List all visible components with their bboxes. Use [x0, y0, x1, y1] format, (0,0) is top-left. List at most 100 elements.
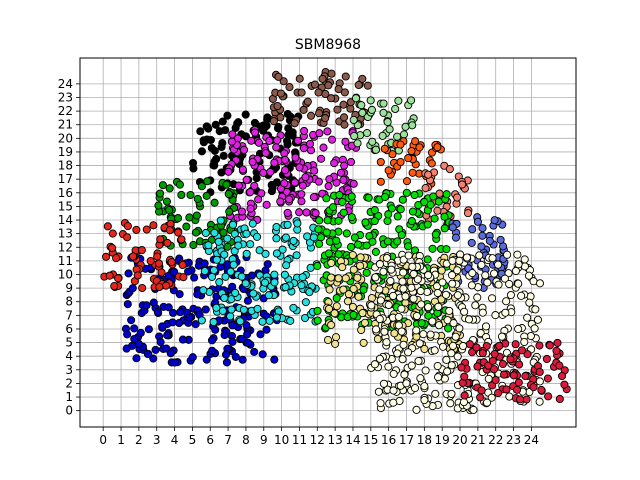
- data-point: [252, 174, 261, 183]
- data-point: [286, 316, 295, 325]
- data-point: [544, 392, 553, 401]
- data-point: [542, 354, 551, 364]
- x-tick-label: 1: [117, 433, 125, 447]
- data-point: [420, 382, 429, 391]
- data-point: [280, 179, 289, 188]
- data-point: [475, 251, 484, 260]
- data-point: [149, 221, 158, 230]
- data-point: [268, 183, 277, 192]
- data-point: [259, 168, 268, 177]
- data-point: [217, 168, 226, 177]
- data-point: [167, 258, 176, 267]
- data-point: [390, 329, 399, 338]
- data-point: [511, 266, 520, 276]
- data-point: [497, 332, 507, 341]
- data-point: [434, 321, 444, 330]
- data-point: [349, 179, 358, 188]
- data-point: [163, 238, 172, 248]
- x-tick-label: 19: [435, 433, 450, 447]
- y-tick-label: 11: [58, 254, 73, 268]
- data-point: [469, 405, 478, 414]
- data-point: [228, 220, 238, 229]
- data-point: [535, 341, 544, 350]
- data-point: [460, 391, 469, 400]
- data-point: [254, 138, 264, 147]
- data-point: [173, 214, 183, 223]
- data-point: [391, 104, 400, 114]
- data-point: [358, 74, 367, 83]
- data-point: [514, 260, 523, 269]
- data-point: [427, 159, 436, 168]
- data-point: [349, 265, 358, 274]
- data-point: [388, 150, 397, 159]
- data-point: [165, 206, 174, 215]
- x-tick-label: 7: [224, 433, 232, 447]
- data-point: [398, 195, 407, 204]
- data-point: [282, 261, 291, 270]
- data-point: [192, 211, 201, 220]
- data-point: [490, 216, 499, 225]
- y-tick-label: 13: [58, 227, 73, 241]
- data-point: [402, 379, 411, 388]
- data-point: [156, 235, 165, 244]
- data-point: [164, 303, 173, 312]
- y-tick-label: 17: [58, 172, 73, 186]
- data-point: [525, 298, 534, 307]
- data-point: [468, 269, 477, 278]
- data-point: [212, 303, 221, 312]
- data-point: [309, 193, 318, 202]
- x-tick-label: 10: [274, 433, 289, 447]
- y-tick-label: 22: [58, 104, 73, 118]
- data-point: [330, 309, 339, 318]
- data-point: [112, 254, 121, 263]
- x-tick-label: 0: [99, 433, 107, 447]
- data-point: [190, 273, 199, 282]
- data-point: [313, 306, 322, 315]
- data-point: [258, 317, 267, 326]
- data-point: [324, 304, 334, 313]
- data-point: [157, 268, 166, 277]
- data-point: [447, 271, 457, 280]
- data-point: [164, 271, 173, 280]
- data-point: [442, 355, 451, 364]
- data-point: [273, 136, 282, 145]
- data-point: [154, 259, 164, 268]
- data-point: [399, 268, 408, 277]
- data-point: [535, 397, 544, 406]
- data-point: [276, 89, 286, 98]
- data-point: [324, 182, 333, 191]
- data-point: [246, 240, 255, 249]
- data-point: [371, 247, 380, 256]
- data-point: [382, 338, 391, 347]
- data-point: [545, 341, 554, 350]
- data-point: [130, 334, 139, 344]
- data-point: [478, 224, 487, 233]
- data-point: [412, 405, 421, 414]
- data-point: [226, 267, 235, 276]
- data-point: [314, 88, 323, 97]
- data-point: [238, 355, 247, 364]
- data-point: [431, 230, 440, 239]
- data-point: [219, 151, 228, 160]
- data-point: [356, 261, 365, 270]
- data-point: [362, 268, 371, 277]
- data-point: [185, 213, 194, 222]
- data-point: [334, 250, 343, 259]
- y-tick-label: 12: [58, 240, 73, 254]
- data-point: [332, 294, 341, 303]
- data-point: [250, 181, 259, 190]
- data-point: [517, 346, 527, 355]
- data-point: [449, 319, 458, 328]
- data-point: [389, 291, 398, 300]
- data-point: [178, 260, 187, 270]
- data-point: [451, 233, 460, 242]
- data-point: [354, 292, 363, 301]
- data-point: [132, 354, 141, 363]
- data-point: [384, 210, 393, 219]
- data-point: [368, 137, 377, 146]
- data-point: [523, 350, 532, 359]
- data-point: [210, 228, 219, 237]
- data-point: [323, 335, 333, 345]
- y-tick-label: 6: [65, 322, 73, 336]
- data-point: [500, 274, 509, 283]
